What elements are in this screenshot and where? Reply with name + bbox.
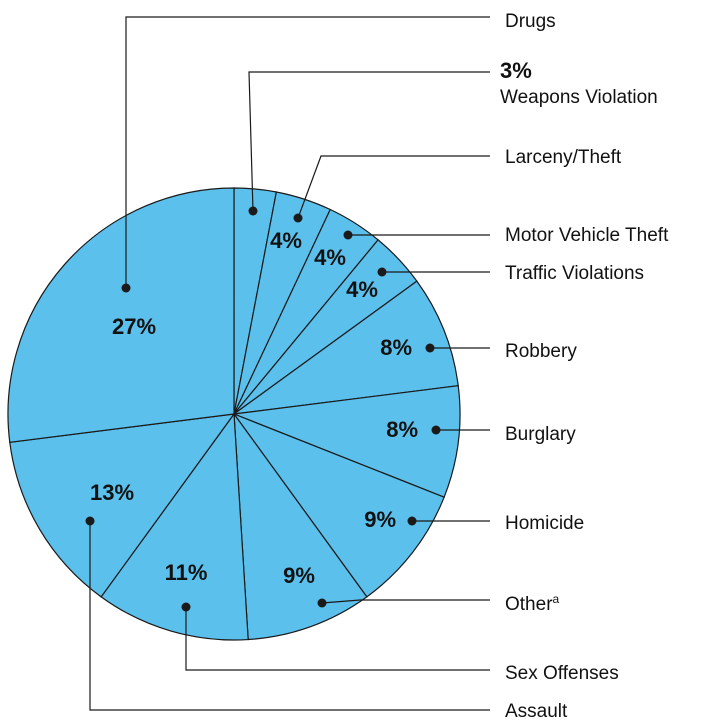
category-label-homicide: Homicide: [505, 513, 584, 534]
percent-label-sex-offenses: 11%: [165, 560, 208, 585]
leader-dot-drugs: [121, 283, 131, 293]
category-label-assault: Assault: [505, 701, 568, 722]
category-label-larceny-theft: Larceny/Theft: [505, 147, 622, 168]
category-label-sex-offenses: Sex Offenses: [505, 663, 619, 684]
footnote-marker: a: [553, 592, 560, 606]
percent-label-burglary: 8%: [386, 417, 418, 442]
category-label-motor-vehicle-theft: Motor Vehicle Theft: [505, 225, 669, 246]
category-label-burglary: Burglary: [505, 424, 576, 445]
leader-dot-robbery: [425, 343, 435, 353]
leader-dot-sex-offenses: [181, 602, 191, 612]
leader-line-drugs: [125, 16, 490, 288]
leader-dot-homicide: [407, 516, 417, 526]
leader-line-assault: [89, 521, 490, 711]
labels: Weapons Violation 3% Larceny/Theft 4% Motor …: [90, 11, 669, 722]
slice-burglary: [233, 384, 461, 498]
percent-label-traffic-violations: 4%: [346, 277, 378, 302]
slice-drugs: [7, 187, 235, 444]
leader-dot-assault: [85, 516, 95, 526]
category-label-weapons-violation: Weapons Violation: [500, 87, 658, 108]
category-label-other: Othera: [505, 592, 560, 615]
category-label-robbery: Robbery: [505, 341, 577, 362]
slice-sex-offenses: [100, 412, 249, 641]
percent-label-larceny-theft: 4%: [270, 228, 302, 253]
leader-line-larceny-theft: [297, 155, 490, 219]
leader-dot-other: [317, 598, 327, 608]
leader-line-sex-offenses: [185, 607, 490, 671]
pie-slices: [7, 187, 461, 641]
leader-dot-burglary: [431, 425, 441, 435]
leader-dot-motor-vehicle-theft: [343, 230, 353, 240]
leader-dot-traffic-violations: [377, 267, 387, 277]
percent-label-homicide: 9%: [364, 507, 396, 532]
leader-line-other: [321, 599, 490, 604]
slice-homicide: [232, 412, 445, 598]
leader-lines: [85, 16, 490, 711]
percent-label-motor-vehicle-theft: 4%: [314, 245, 346, 270]
percent-label-robbery: 8%: [380, 335, 412, 360]
category-label-traffic-violations: Traffic Violations: [505, 263, 644, 284]
leader-line-weapons-violation: [248, 71, 490, 212]
leader-dot-larceny-theft: [293, 213, 303, 223]
category-label-drugs: Drugs: [505, 11, 556, 32]
leader-dot-weapons-violation: [248, 206, 258, 216]
percent-label-assault: 13%: [90, 480, 134, 505]
slice-robbery: [233, 280, 459, 415]
percent-label-weapons-violation: 3%: [500, 58, 532, 83]
percent-label-other: 9%: [283, 563, 315, 588]
percent-label-drugs: 27%: [112, 314, 156, 339]
